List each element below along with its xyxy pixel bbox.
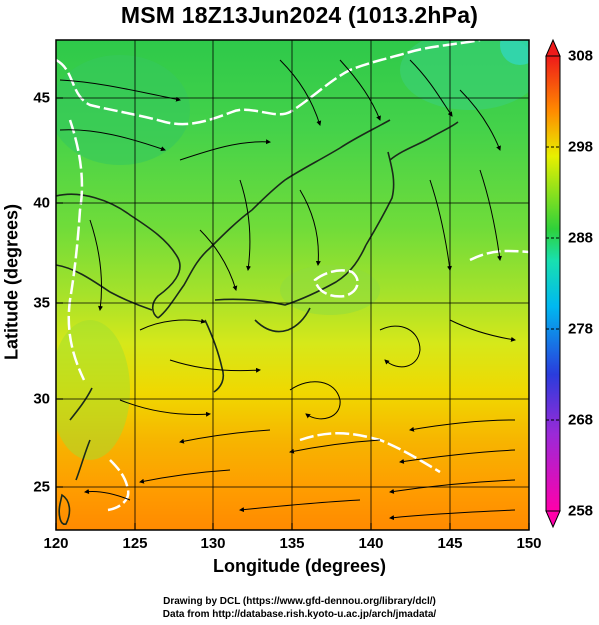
- lat-tick-label: 45: [33, 89, 50, 107]
- lat-tick-label: 25: [33, 478, 50, 496]
- colorbar-min-arrow: [545, 510, 561, 529]
- colorbar-max-arrow: [545, 38, 561, 57]
- temperature-field: [56, 40, 529, 530]
- colorbar-tick-label: 308: [568, 47, 594, 65]
- figure-title: MSM 18Z13Jun2024 (1013.2hPa): [120, 2, 479, 28]
- colorbar-tick-label: 288: [568, 229, 594, 247]
- axis-ticks: [55, 97, 530, 530]
- colorbar-tick-label: 298: [568, 138, 594, 156]
- lon-tick-label: 135: [279, 535, 305, 552]
- lat-tick-label: 40: [33, 194, 50, 212]
- colorbar-tick-label: 258: [568, 502, 594, 520]
- lat-tick-label: 30: [33, 390, 50, 408]
- lon-tick-label: 130: [200, 535, 226, 552]
- lon-tick-label: 140: [358, 535, 384, 552]
- credit-data: Data from http://database.rish.kyoto-u.a…: [162, 609, 437, 620]
- streamlines: [59, 59, 516, 521]
- y-axis-label: Latitude (degrees): [1, 203, 22, 361]
- colorbar: [545, 38, 561, 529]
- colorbar-tick-label: 268: [568, 411, 594, 429]
- lon-tick-label: 125: [122, 535, 148, 552]
- coastlines: [56, 119, 459, 525]
- lon-tick-label: 150: [516, 535, 542, 552]
- lon-tick-label: 120: [43, 535, 69, 552]
- lat-tick-label: 35: [33, 294, 50, 312]
- lon-tick-label: 145: [437, 535, 463, 552]
- x-axis-label: Longitude (degrees): [212, 556, 386, 576]
- map-grid: [56, 40, 529, 530]
- credit-drawing: Drawing by DCL (https://www.gfd-dennou.o…: [163, 596, 436, 607]
- colorbar-tick-label: 278: [568, 320, 594, 338]
